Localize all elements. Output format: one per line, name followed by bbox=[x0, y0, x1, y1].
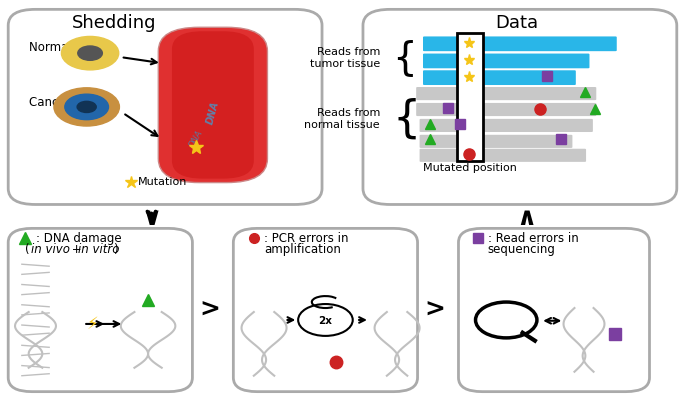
FancyBboxPatch shape bbox=[420, 149, 586, 162]
FancyBboxPatch shape bbox=[423, 54, 590, 68]
Text: : PCR errors in: : PCR errors in bbox=[264, 232, 349, 245]
Text: DNA: DNA bbox=[205, 100, 221, 126]
Text: Data: Data bbox=[495, 14, 538, 32]
Text: in vivo: in vivo bbox=[31, 243, 70, 255]
Text: ∧: ∧ bbox=[516, 207, 537, 231]
Text: Cancer cell: Cancer cell bbox=[29, 96, 95, 109]
Text: ∨: ∨ bbox=[141, 207, 162, 231]
FancyBboxPatch shape bbox=[8, 229, 192, 392]
FancyBboxPatch shape bbox=[416, 87, 596, 100]
FancyBboxPatch shape bbox=[458, 229, 649, 392]
Text: 2x: 2x bbox=[319, 316, 332, 326]
FancyBboxPatch shape bbox=[416, 103, 596, 116]
Text: {: { bbox=[393, 97, 421, 140]
Text: >: > bbox=[424, 298, 445, 322]
FancyBboxPatch shape bbox=[420, 119, 593, 132]
Circle shape bbox=[77, 101, 96, 113]
Circle shape bbox=[65, 94, 108, 119]
Text: ⚡: ⚡ bbox=[86, 315, 98, 333]
Text: Mutated position: Mutated position bbox=[423, 163, 517, 173]
Circle shape bbox=[78, 46, 102, 60]
Circle shape bbox=[62, 36, 119, 70]
Text: amplification: amplification bbox=[264, 243, 341, 255]
Text: : DNA damage: : DNA damage bbox=[36, 232, 121, 245]
FancyBboxPatch shape bbox=[172, 31, 254, 178]
FancyBboxPatch shape bbox=[234, 229, 418, 392]
Text: Reads from
tumor tissue: Reads from tumor tissue bbox=[310, 47, 380, 69]
FancyBboxPatch shape bbox=[158, 27, 267, 182]
Text: sequencing: sequencing bbox=[488, 243, 556, 255]
FancyBboxPatch shape bbox=[423, 70, 576, 85]
FancyBboxPatch shape bbox=[457, 33, 483, 161]
FancyBboxPatch shape bbox=[363, 9, 677, 205]
Circle shape bbox=[54, 88, 119, 126]
Text: in vitro: in vitro bbox=[79, 243, 120, 255]
Text: +: + bbox=[68, 243, 86, 255]
Text: : Read errors in: : Read errors in bbox=[488, 232, 579, 245]
Text: >: > bbox=[199, 298, 220, 322]
Text: Reads from
normal tissue: Reads from normal tissue bbox=[304, 108, 380, 130]
FancyBboxPatch shape bbox=[8, 9, 322, 205]
Circle shape bbox=[298, 304, 353, 336]
Circle shape bbox=[475, 302, 537, 338]
Text: ): ) bbox=[112, 243, 117, 255]
Text: DNA: DNA bbox=[187, 128, 204, 149]
Text: Normal cell: Normal cell bbox=[29, 41, 95, 54]
FancyBboxPatch shape bbox=[423, 36, 616, 51]
Text: Shedding: Shedding bbox=[72, 14, 156, 32]
Text: Mutation: Mutation bbox=[138, 177, 187, 187]
Text: {: { bbox=[393, 39, 417, 77]
Text: (: ( bbox=[25, 243, 30, 255]
FancyBboxPatch shape bbox=[420, 135, 573, 148]
